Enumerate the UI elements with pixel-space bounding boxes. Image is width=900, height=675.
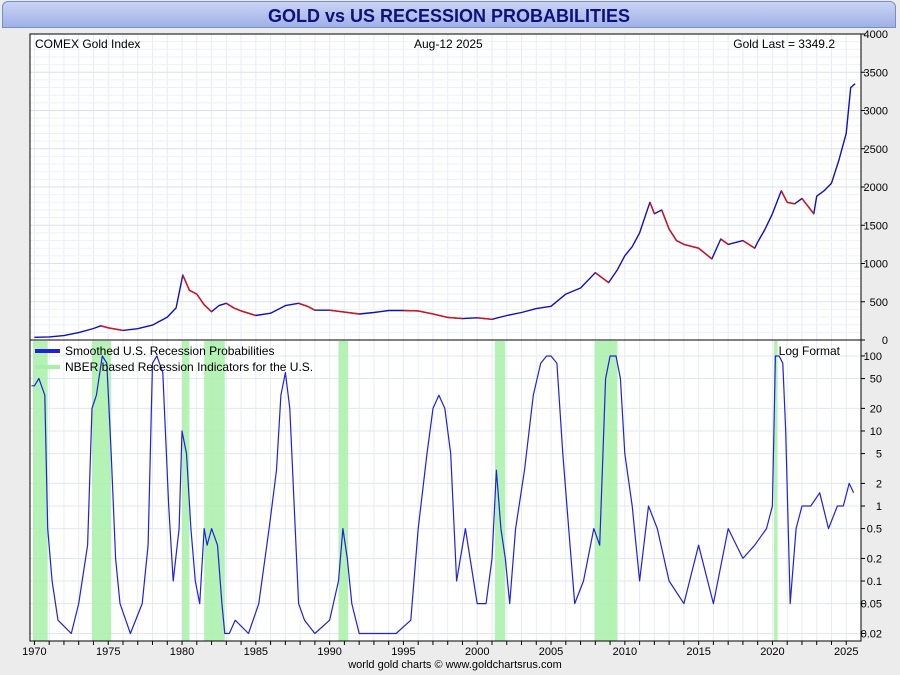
y-tick-label-gold: 500 xyxy=(870,297,888,309)
chart-title: GOLD vs US RECESSION PROBABILITIES xyxy=(267,6,631,26)
x-tick-label: 1970 xyxy=(22,646,46,658)
recession-band xyxy=(91,341,112,641)
gold-price-segment-down xyxy=(676,239,685,245)
y-tick-label-probability: 0.1 xyxy=(867,576,882,588)
y-tick-label-probability: 50 xyxy=(870,374,882,386)
log-format-label: Log Format xyxy=(779,344,841,358)
recession-band xyxy=(773,341,778,641)
gold-price-segment-down xyxy=(418,310,434,315)
recession-bands xyxy=(32,341,778,641)
gold-price-segment-down xyxy=(742,239,756,249)
y-tick-label-probability: 10 xyxy=(870,426,882,438)
y-tick-label-probability: 0.2 xyxy=(867,553,882,565)
gold-price-segment-down xyxy=(182,274,191,291)
x-tick-label: 2000 xyxy=(465,646,489,658)
gold-price-segment-down xyxy=(477,317,493,321)
x-tick-label: 2005 xyxy=(539,646,563,658)
y-tick-label-probability: 0.02 xyxy=(861,628,882,640)
gold-price-segment-down xyxy=(683,243,699,249)
recession-probability-series xyxy=(31,355,855,635)
y-tick-label-probability: 0.05 xyxy=(861,599,882,611)
legend-label-nber: NBER based Recession Indicators for the … xyxy=(65,360,313,374)
y-tick-label-probability: 100 xyxy=(864,351,882,363)
recession-band xyxy=(338,341,349,641)
x-tick-label: 2020 xyxy=(760,646,784,658)
gold-price-segment-down xyxy=(329,309,345,313)
y-tick-label-probability: 0.5 xyxy=(867,524,882,536)
y-tick-label-gold: 2500 xyxy=(864,144,888,156)
recession-probability-line xyxy=(31,355,855,635)
gold-price-segment-down xyxy=(108,327,124,332)
recession-band xyxy=(182,341,190,641)
gold-price-segment-down xyxy=(780,190,788,203)
gold-price-segment-down xyxy=(649,202,656,215)
gold-price-segment-down xyxy=(594,272,610,284)
gold-price-segment-down xyxy=(298,302,308,308)
y-tick-label-gold: 3000 xyxy=(864,106,888,118)
top-label-left: COMEX Gold Index xyxy=(35,37,140,51)
gold-price-segment-down xyxy=(307,305,316,311)
recession-band xyxy=(594,341,618,641)
y-tick-label-probability: 5 xyxy=(876,449,882,461)
gold-price-segment-down xyxy=(787,201,795,205)
gold-price-segment-down xyxy=(447,316,463,320)
gold-price-segment-down xyxy=(344,311,360,315)
plot-background xyxy=(30,34,861,641)
y-tick-label-gold: 0 xyxy=(882,335,888,347)
plot-border xyxy=(29,33,862,642)
y-tick-label-probability: 2 xyxy=(876,478,882,490)
recession-band xyxy=(32,341,48,641)
x-tick-label: 1975 xyxy=(96,646,120,658)
title-bar: GOLD vs US RECESSION PROBABILITIES xyxy=(2,1,896,28)
gold-price-segment-down xyxy=(189,289,198,295)
gold-price-segment-down xyxy=(720,238,729,245)
x-tick-label: 1985 xyxy=(244,646,268,658)
x-tick-label: 2015 xyxy=(686,646,710,658)
footer-credit: world gold charts © www.goldchartsrus.co… xyxy=(347,659,562,671)
gold-price-segment-down xyxy=(240,310,257,317)
gold-price-segment-down xyxy=(203,304,213,313)
y-tick-label-probability: 20 xyxy=(870,403,882,415)
top-label-date: Aug-12 2025 xyxy=(414,37,483,51)
gold-price-segment-down xyxy=(225,302,235,309)
gold-price-segment-down xyxy=(801,198,815,215)
gold-price-segment-down xyxy=(100,325,109,329)
legend-label-probability: Smoothed U.S. Recession Probabilities xyxy=(65,344,274,358)
gold-price-segment-down xyxy=(698,247,713,260)
x-tick-label: 1995 xyxy=(391,646,415,658)
grid-layer xyxy=(30,34,861,641)
x-tick-label: 2025 xyxy=(834,646,858,658)
axis-layer: 0 500 1000 1500 2000 2500 3000 3500 4000 0.02 0.05… xyxy=(22,29,888,658)
gold-price-segment-down xyxy=(661,209,670,230)
y-tick-label-gold: 3500 xyxy=(864,67,888,79)
y-tick-label-probability: 1 xyxy=(876,501,882,513)
x-tick-label: 1990 xyxy=(317,646,341,658)
gold-price-segment-down xyxy=(432,313,448,319)
x-tick-label: 1980 xyxy=(170,646,194,658)
gold-price-segment-down xyxy=(196,293,205,306)
x-tick-label: 2010 xyxy=(613,646,637,658)
top-label-last: Gold Last = 3349.2 xyxy=(733,37,835,51)
y-tick-label-gold: 4000 xyxy=(864,29,888,41)
y-tick-label-gold: 1000 xyxy=(864,259,888,271)
y-tick-label-gold: 2000 xyxy=(864,182,888,194)
y-tick-label-gold: 1500 xyxy=(864,220,888,232)
gold-price-segment-down xyxy=(233,307,242,312)
gold-price-segment-down xyxy=(668,228,678,241)
gold-price-series xyxy=(34,83,856,338)
recession-band xyxy=(494,341,506,641)
